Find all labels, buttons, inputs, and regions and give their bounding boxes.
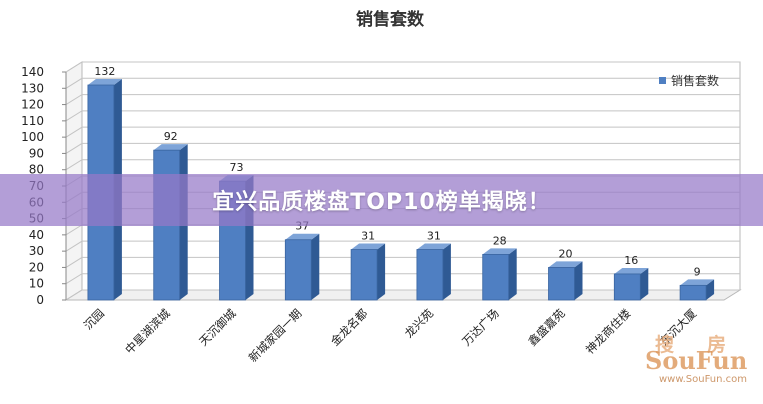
data-label: 28 <box>493 234 507 247</box>
bar-side <box>442 243 451 300</box>
gridline <box>65 142 740 154</box>
x-tick-label: 鑫盛嘉苑 <box>525 306 568 349</box>
x-tick-label: 沉园 <box>81 306 107 332</box>
bar <box>284 239 312 301</box>
bar-side <box>574 261 583 300</box>
x-tick-label: 中星湖滨城 <box>122 306 173 357</box>
bar <box>548 267 575 301</box>
gridline <box>65 273 740 285</box>
gridline <box>65 159 740 171</box>
headline-text: 宜兴品质楼盘TOP10榜单揭晓！ <box>212 190 551 215</box>
gridline <box>65 256 740 268</box>
bar <box>679 284 707 301</box>
data-label: 132 <box>94 65 115 78</box>
bar-top <box>614 267 649 274</box>
legend-label: 销售套数 <box>671 73 719 88</box>
bar-top <box>548 261 583 268</box>
y-tick-label: 100 <box>21 130 44 144</box>
data-label: 31 <box>427 230 441 243</box>
x-tick-label: 天沉御城 <box>196 306 239 349</box>
data-label: 31 <box>361 230 375 243</box>
y-tick-label: 80 <box>29 163 44 177</box>
watermark-char-right: 房 <box>707 334 727 356</box>
y-tick-label: 10 <box>29 277 44 291</box>
data-label: 16 <box>624 254 638 267</box>
bar-top <box>680 279 715 286</box>
gridline <box>65 61 740 73</box>
data-label: 9 <box>694 265 701 278</box>
bar-side <box>311 233 320 300</box>
bar-side <box>377 243 386 300</box>
gridline <box>65 126 740 138</box>
bar-top <box>153 144 188 151</box>
soufun-watermark: 搜 房 SouFun www.SouFun.com <box>645 330 749 388</box>
y-tick-label: 0 <box>36 293 44 307</box>
bar-side <box>706 279 715 300</box>
bar-top <box>416 243 451 250</box>
watermark-char-left: 搜 <box>655 334 675 356</box>
gridline <box>65 110 740 122</box>
x-tick-label: 龙兴苑 <box>402 306 437 341</box>
x-tick-label: 万达广场 <box>459 306 501 348</box>
bar <box>482 253 510 301</box>
gridline <box>65 77 740 89</box>
watermark-url: www.SouFun.com <box>659 374 748 385</box>
bar-top <box>351 243 386 250</box>
y-tick-label: 40 <box>29 228 44 242</box>
y-tick-label: 140 <box>21 65 44 79</box>
chart-title: 销售套数 <box>356 9 425 30</box>
bar-top <box>482 248 517 255</box>
x-tick-label: 神龙商住楼 <box>583 306 634 357</box>
bar-top <box>87 79 122 86</box>
y-tick-label: 90 <box>29 146 44 160</box>
bar <box>613 273 641 301</box>
bar-top <box>285 233 320 240</box>
y-tick-label: 110 <box>21 114 44 128</box>
gridline <box>65 94 740 105</box>
y-tick-label: 130 <box>21 81 44 95</box>
x-tick-label: 新城家园一期 <box>246 306 305 365</box>
bar <box>416 249 444 301</box>
x-tick-label: 金龙名都 <box>328 306 371 349</box>
gridline <box>65 289 740 301</box>
bar-side <box>640 267 649 300</box>
y-tick-label: 30 <box>29 244 44 258</box>
y-tick-label: 20 <box>29 260 44 274</box>
bar-side <box>508 248 517 300</box>
headline-banner: 宜兴品质楼盘TOP10榜单揭晓！ <box>0 174 763 226</box>
bar <box>350 249 378 301</box>
data-label: 73 <box>230 161 244 174</box>
watermark-brand: SouFun <box>645 346 748 375</box>
data-label: 92 <box>164 130 178 143</box>
data-label: 20 <box>559 247 573 260</box>
gridline <box>65 240 740 252</box>
y-tick-label: 120 <box>21 98 44 112</box>
legend-swatch <box>659 77 666 84</box>
